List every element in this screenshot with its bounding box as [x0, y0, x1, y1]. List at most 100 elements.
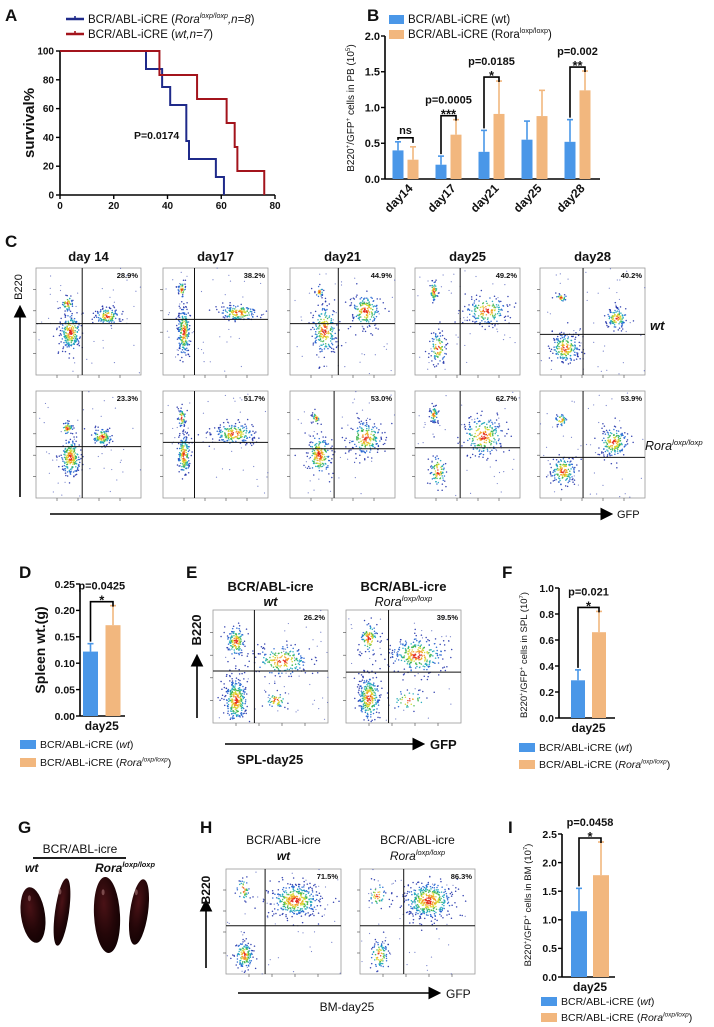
- flow-event-dot: [372, 434, 374, 436]
- flow-event-dot: [428, 415, 431, 418]
- flow-event-dot: [183, 327, 185, 330]
- flow-event-dot: [496, 328, 498, 330]
- flow-event-dot: [464, 425, 466, 428]
- flow-event-dot: [236, 309, 238, 312]
- flow-event-dot: [242, 469, 244, 471]
- flow-event-dot: [486, 448, 489, 451]
- flow-event-dot: [438, 337, 441, 340]
- flow-event-dot: [126, 279, 128, 281]
- flow-event-dot: [294, 299, 296, 302]
- flow-event-dot: [603, 459, 606, 461]
- flow-event-dot: [391, 296, 393, 298]
- flow-event-dot: [365, 317, 367, 319]
- flow-event-dot: [101, 308, 104, 310]
- flow-event-dot: [309, 445, 312, 448]
- flow-event-dot: [66, 338, 69, 340]
- flow-event-dot: [232, 643, 234, 646]
- flow-event-dot: [236, 642, 239, 645]
- flow-event-dot: [231, 630, 233, 633]
- flow-event-dot: [350, 427, 352, 430]
- flow-event-dot: [186, 409, 188, 412]
- flow-event-dot: [427, 468, 430, 471]
- flow-event-dot: [323, 453, 325, 456]
- flow-event-dot: [218, 717, 220, 719]
- flow-event-dot: [359, 304, 362, 307]
- flow-event-dot: [439, 332, 441, 334]
- flow-event-dot: [436, 461, 439, 464]
- flow-event-dot: [180, 456, 183, 458]
- flow-event-dot: [239, 434, 241, 437]
- flow-event-dot: [479, 443, 481, 445]
- flow-event-dot: [607, 450, 609, 452]
- flow-event-dot: [226, 439, 229, 442]
- flow-event-dot: [435, 355, 438, 357]
- flow-event-dot: [233, 641, 236, 644]
- flow-event-dot: [74, 341, 76, 344]
- flow-event-dot: [439, 347, 441, 349]
- flow-event-dot: [309, 467, 311, 470]
- flow-event-dot: [434, 476, 437, 479]
- flow-event-dot: [111, 440, 114, 443]
- flow-event-dot: [241, 313, 243, 315]
- flow-event-dot: [228, 428, 231, 430]
- flow-event-dot: [573, 475, 575, 477]
- flow-event-dot: [509, 304, 511, 306]
- flow-event-dot: [371, 457, 373, 459]
- flow-event-dot: [482, 302, 484, 305]
- flow-event-dot: [359, 462, 361, 464]
- flow-event-dot: [355, 453, 357, 455]
- flow-event-dot: [74, 460, 77, 463]
- flow-event-dot: [570, 335, 573, 338]
- flow-event-dot: [101, 318, 103, 321]
- flow-event-dot: [221, 468, 224, 470]
- flow-event-dot: [38, 339, 40, 341]
- significance-bracket: [569, 66, 586, 118]
- flow-event-dot: [377, 310, 380, 313]
- flow-event-dot: [373, 439, 375, 441]
- flow-event-dot: [562, 414, 564, 417]
- flow-event-dot: [181, 410, 184, 413]
- flow-event-dot: [477, 434, 479, 437]
- flow-event-dot: [549, 472, 552, 474]
- flow-event-dot: [180, 322, 183, 325]
- flow-event-dot: [331, 337, 333, 339]
- flow-event-dot: [308, 458, 310, 460]
- flow-event-dot: [562, 361, 564, 363]
- flow-event-dot: [246, 418, 249, 421]
- flow-event-dot: [361, 302, 364, 305]
- flow-event-dot: [437, 469, 439, 471]
- y-tick-label: 0: [48, 191, 54, 202]
- flow-event-dot: [67, 300, 70, 302]
- flow-event-dot: [71, 428, 74, 431]
- flow-event-dot: [559, 466, 562, 468]
- flow-event-dot: [613, 330, 615, 332]
- flow-event-dot: [475, 429, 478, 432]
- flow-event-dot: [366, 326, 369, 328]
- flow-event-dot: [182, 360, 184, 363]
- flow-event-dot: [620, 435, 623, 437]
- flow-event-dot: [316, 462, 319, 464]
- flow-event-dot: [76, 343, 79, 346]
- flow-event-dot: [274, 680, 276, 682]
- flow-event-dot: [466, 361, 468, 364]
- flow-event-dot: [67, 327, 70, 330]
- flow-event-dot: [56, 301, 59, 303]
- flow-event-dot: [307, 492, 309, 494]
- flow-event-dot: [180, 336, 182, 339]
- flow-event-dot: [183, 341, 185, 344]
- text-segment: ): [130, 739, 134, 751]
- flow-event-dot: [428, 361, 430, 364]
- flow-event-dot: [498, 306, 500, 309]
- flow-event-dot: [598, 447, 600, 449]
- flow-event-dot: [187, 343, 189, 345]
- flow-event-dot: [178, 342, 180, 344]
- flow-event-dot: [567, 337, 569, 340]
- p-value: p=0.0185: [468, 56, 515, 68]
- flow-event-dot: [539, 423, 542, 425]
- flow-event-dot: [183, 452, 185, 455]
- flow-event-dot: [514, 341, 516, 344]
- flow-event-dot: [434, 334, 437, 336]
- flow-event-dot: [491, 421, 493, 424]
- flow-event-dot: [474, 308, 476, 310]
- flow-event-dot: [427, 458, 430, 460]
